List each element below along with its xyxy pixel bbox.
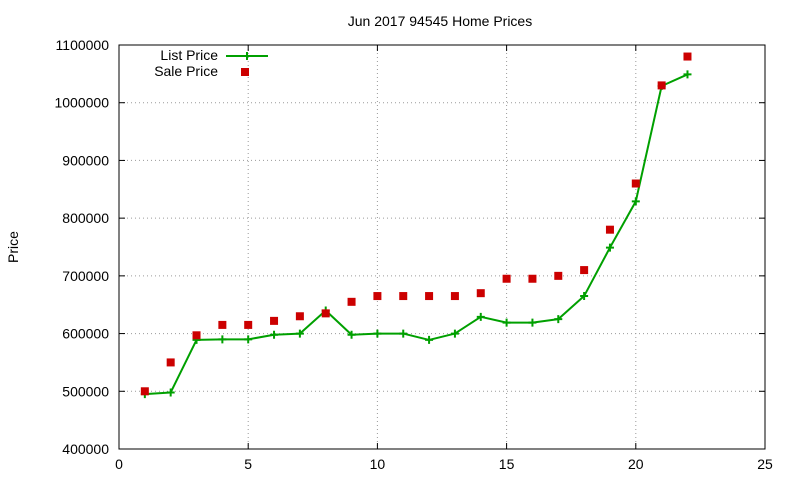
- axis-ticks: [118, 44, 766, 450]
- legend-label-list-price: List Price: [160, 47, 218, 63]
- legend-marker-list-price: [243, 52, 251, 60]
- list-price-point: [218, 335, 227, 344]
- legend-marker-sale-price: [241, 68, 249, 76]
- sale-price-point: [476, 289, 485, 298]
- sale-price-point: [218, 320, 227, 329]
- list-price-point: [244, 335, 253, 344]
- legend-label-sale-price: Sale Price: [154, 63, 218, 79]
- list-price-point: [450, 329, 459, 338]
- sale-price-point: [399, 292, 408, 301]
- tick-labels: 0 5 10 15 20 25 400000 500000 600000 700000 800000…: [54, 37, 773, 472]
- grid: [119, 45, 765, 449]
- sale-price-point: [270, 316, 279, 325]
- plot-frame: [118, 44, 766, 450]
- x-tick-label: 15: [499, 456, 515, 472]
- x-tick-label: 25: [757, 456, 773, 472]
- list-price-point: [605, 243, 614, 252]
- list-price-point: [528, 318, 537, 327]
- list-price-point: [347, 330, 356, 339]
- sale-price-point: [580, 266, 589, 275]
- sale-price-point: [140, 387, 149, 396]
- list-price-point: [425, 335, 434, 344]
- list-price-point: [580, 292, 589, 301]
- sale-price-point: [192, 331, 201, 340]
- sale-price-point: [373, 292, 382, 301]
- sale-price-point: [244, 320, 253, 329]
- sale-price-point: [450, 292, 459, 301]
- y-tick-label: 1100000: [56, 37, 110, 53]
- list-price-point: [476, 312, 485, 321]
- y-axis-label: Price: [5, 231, 21, 263]
- list-price-point: [399, 329, 408, 338]
- y-tick-label: 900000: [62, 152, 109, 168]
- sale-price-point: [502, 274, 511, 283]
- list-price-point: [502, 318, 511, 327]
- sale-price-point: [425, 292, 434, 301]
- sale-price-point: [631, 179, 640, 188]
- sale-price-point: [347, 297, 356, 306]
- series-layer: [140, 52, 692, 399]
- y-tick-label: 800000: [62, 210, 109, 226]
- legend: List Price Sale Price: [154, 47, 268, 79]
- list-price-point: [683, 70, 692, 79]
- list-price-point: [166, 388, 175, 397]
- list-price-point: [295, 329, 304, 338]
- list-price-point: [270, 330, 279, 339]
- sale-price-point: [295, 312, 304, 321]
- sale-price-point: [605, 225, 614, 234]
- y-tick-label: 400000: [62, 441, 109, 457]
- y-tick-label: 700000: [62, 268, 109, 284]
- sale-price-point: [554, 271, 563, 280]
- x-tick-label: 5: [244, 456, 252, 472]
- list-price-point: [373, 329, 382, 338]
- y-tick-label: 1000000: [54, 95, 109, 111]
- y-tick-label: 500000: [62, 383, 109, 399]
- sale-price-point: [166, 358, 175, 367]
- list-price-point: [631, 197, 640, 206]
- sale-price-point: [657, 81, 666, 90]
- sale-price-point: [321, 309, 330, 318]
- x-tick-label: 10: [370, 456, 386, 472]
- list-price-point: [554, 315, 563, 324]
- x-tick-label: 0: [115, 456, 123, 472]
- chart-title: Jun 2017 94545 Home Prices: [348, 13, 532, 29]
- y-tick-label: 600000: [62, 326, 109, 342]
- series-line-list-price: [144, 73, 688, 396]
- sale-price-point: [683, 52, 692, 61]
- sale-price-point: [528, 274, 537, 283]
- x-tick-label: 20: [628, 456, 644, 472]
